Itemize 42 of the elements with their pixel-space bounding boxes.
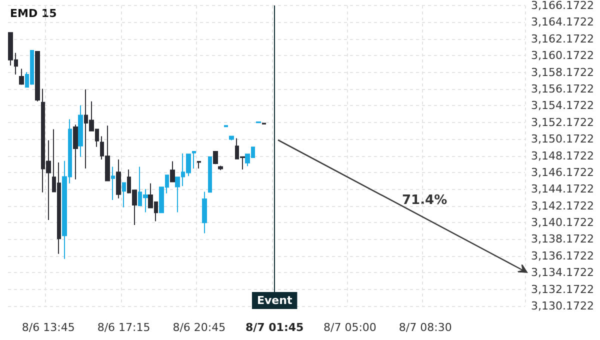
candlestick (213, 151, 218, 165)
x-tick-label: 8/7 05:00 (324, 321, 376, 334)
y-tick-label: 3,148.1722 (531, 149, 594, 162)
candlestick (197, 161, 201, 169)
candlestick (35, 51, 40, 102)
y-tick-label: 3,162.1722 (531, 32, 594, 46)
y-tick-label: 3,166.1722 (531, 0, 594, 12)
y-tick-label: 3,164.1722 (531, 16, 594, 29)
candlestick (78, 104, 83, 158)
y-tick-label: 3,140.1722 (531, 216, 594, 230)
candlestick (170, 160, 175, 182)
candlestick (192, 151, 196, 169)
y-tick-label: 3,132.1722 (531, 282, 594, 296)
y-tick-label: 3,158.1722 (531, 66, 594, 79)
y-tick-label: 3,142.1722 (531, 199, 594, 212)
y-tick-label: 3,160.1722 (531, 49, 594, 62)
x-tick-label: 8/7 08:30 (398, 321, 452, 334)
y-tick-label: 3,136.1722 (531, 249, 594, 262)
y-tick-label: 3,150.1722 (531, 132, 594, 146)
y-tick-label: 3,130.1722 (531, 300, 594, 312)
candlestick (111, 166, 115, 201)
candlestick (19, 68, 24, 86)
x-tick-label: 8/6 13:45 (22, 321, 75, 334)
y-tick-label: 3,154.1722 (531, 99, 594, 112)
candlestick (116, 159, 121, 199)
candlestick (73, 124, 78, 180)
y-tick-label: 3,138.1722 (531, 232, 594, 246)
candlestick (218, 165, 223, 171)
y-tick-label: 3,144.1722 (531, 182, 594, 196)
candlestick (202, 191, 207, 234)
y-tick-label: 3,152.1722 (531, 116, 594, 129)
x-tick-label: 8/7 01:45 (245, 321, 304, 334)
candlestick (122, 182, 126, 208)
ref-line-label: Event (256, 294, 292, 307)
x-tick-label: 8/6 20:45 (172, 321, 226, 334)
y-tick-label: 3,146.1722 (531, 166, 594, 179)
candlestick (229, 136, 234, 141)
x-tick-label: 8/6 17:15 (97, 321, 150, 334)
y-tick-label: 3,156.1722 (531, 82, 594, 96)
y-tick-label: 3,134.1722 (531, 266, 594, 280)
candlestick (208, 156, 212, 193)
annotation: 71.4% (402, 193, 448, 208)
